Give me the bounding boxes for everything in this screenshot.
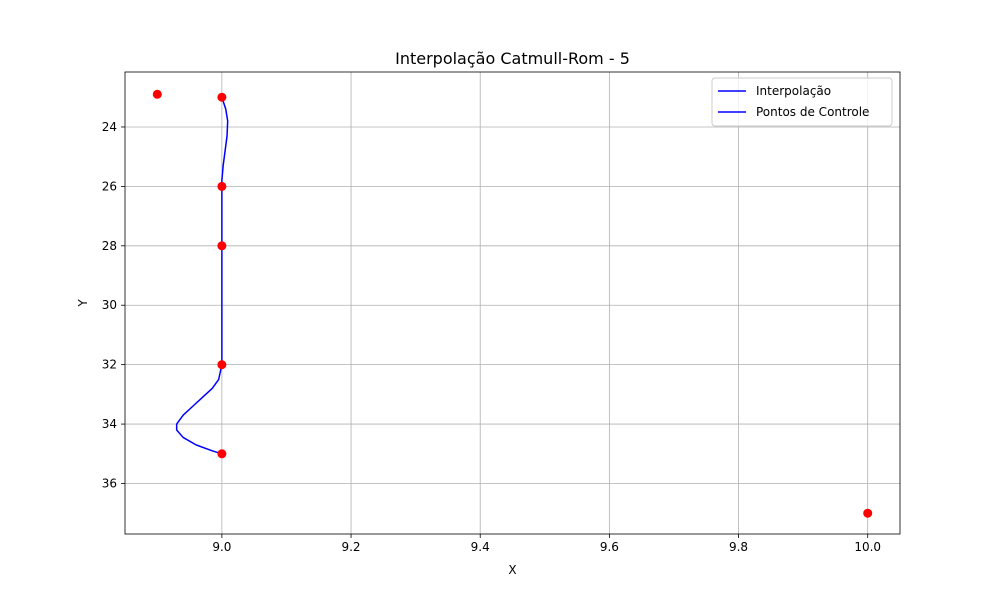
y-tick-label: 32: [102, 358, 117, 372]
x-tick-label: 9.0: [212, 540, 231, 554]
series-line-0: [175, 97, 229, 455]
plot-lines: [175, 97, 229, 455]
x-tick-label: 9.6: [600, 540, 619, 554]
y-tick-label: 28: [102, 239, 117, 253]
y-tick-label: 26: [102, 179, 117, 193]
grid-lines: [125, 72, 900, 534]
legend-box: [711, 77, 893, 127]
axes-frame: [124, 71, 901, 535]
y-tick-label: 34: [102, 417, 117, 431]
x-tick-label: 9.4: [471, 540, 490, 554]
x-tick-label: 10.0: [854, 540, 881, 554]
x-tick-label: 9.8: [729, 540, 748, 554]
control-point-marker: [217, 241, 227, 251]
legend: Interpolação Pontos de Controle: [711, 77, 893, 127]
control-point-marker: [217, 360, 227, 370]
x-tick-label: 9.2: [341, 540, 360, 554]
legend-label-interpolacao: Interpolação: [756, 84, 831, 98]
control-point-marker: [217, 92, 227, 102]
y-tick-label: 24: [102, 120, 117, 134]
control-point-marker: [152, 89, 162, 99]
y-tick-label: 36: [102, 476, 117, 490]
x-axis-label: X: [508, 563, 516, 577]
chart-title: Interpolação Catmull-Rom - 5: [395, 49, 630, 68]
y-axis-label: Y: [76, 299, 90, 308]
y-tick-label: 30: [102, 298, 117, 312]
control-points: [152, 89, 873, 518]
control-point-marker: [217, 181, 227, 191]
control-point-marker: [863, 508, 873, 518]
legend-label-pontos-de-controle: Pontos de Controle: [756, 105, 869, 119]
control-point-marker: [217, 449, 227, 459]
axis-ticks: 9.0 9.2 9.4 9.6 9.8 10.0 24 26 28 30 32 34 36: [102, 120, 881, 554]
